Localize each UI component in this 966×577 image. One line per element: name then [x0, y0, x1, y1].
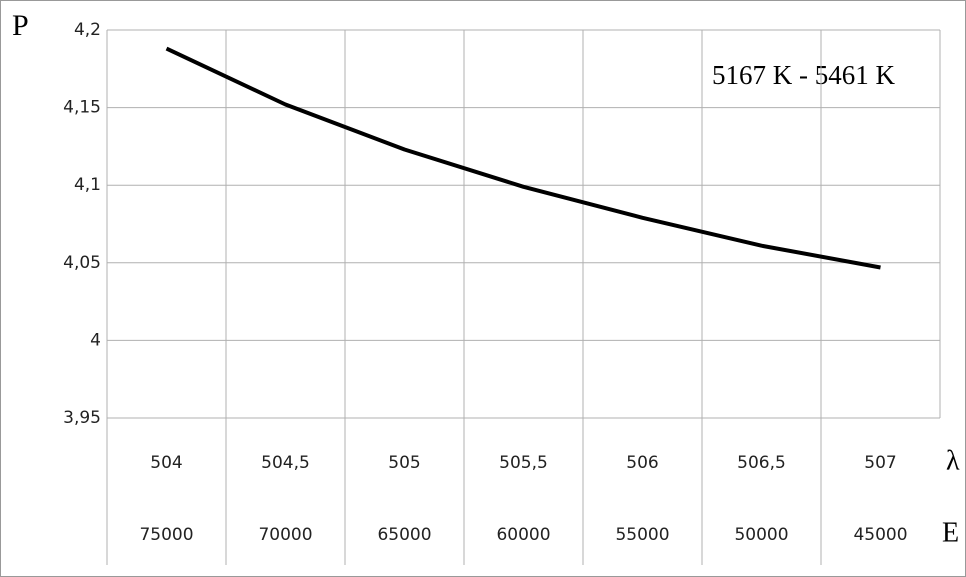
x-tick-label: 505	[388, 453, 420, 473]
x-axis-label: λ	[946, 445, 960, 476]
y-tick-label: 3,95	[63, 408, 101, 428]
x2-tick-label: 50000	[734, 525, 788, 545]
line	[165, 46, 881, 270]
y-axis-label: P	[12, 9, 29, 42]
x-tick-label: 506,5	[737, 453, 786, 473]
y-tick-label: 4,05	[63, 253, 101, 273]
x2-axis-label: E	[942, 517, 959, 548]
x-tick-label: 505,5	[499, 453, 548, 473]
x2-tick-label: 45000	[853, 525, 907, 545]
x2-tick-label: 65000	[377, 525, 431, 545]
x2-tick-label: 60000	[496, 525, 550, 545]
y-tick-label: 4,2	[74, 20, 101, 40]
x2-tick-label: 75000	[139, 525, 193, 545]
x-tick-label: 506	[626, 453, 658, 473]
y-tick-label: 4,1	[74, 175, 101, 195]
annotation: 5167 K - 5461 K	[712, 60, 895, 90]
y-tick-label: 4	[90, 330, 101, 350]
x-tick-label: 504,5	[261, 453, 310, 473]
x-tick-label: 507	[864, 453, 896, 473]
x2-tick-label: 55000	[615, 525, 669, 545]
x2-tick-label: 70000	[258, 525, 312, 545]
y-tick-label: 4,15	[63, 98, 101, 118]
x-tick-label: 504	[150, 453, 182, 473]
